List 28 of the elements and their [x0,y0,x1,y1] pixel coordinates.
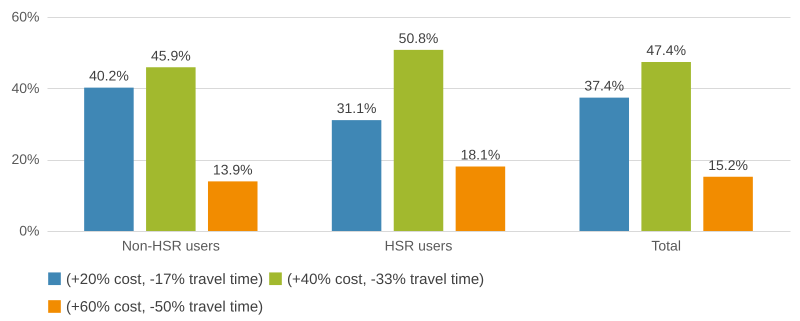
bar [84,88,134,231]
data-label: 50.8% [398,30,438,46]
bar [394,50,444,231]
data-label: 13.9% [212,161,253,178]
x-tick-label: Total [651,238,681,254]
bar [146,67,196,231]
data-label: 45.9% [150,47,191,64]
legend-label: (+60% cost, -50% travel time) [66,298,264,316]
bar [703,176,753,231]
bar [641,62,691,231]
y-tick-label: 0% [19,222,40,238]
y-tick-label: 20% [11,151,40,168]
bar [332,120,382,231]
data-label: 40.2% [89,68,129,84]
y-tick-label: 60% [11,8,40,24]
y-tick-label: 40% [11,80,40,96]
data-label: 47.4% [646,42,686,58]
legend-label: (+20% cost, -17% travel time) [66,270,264,288]
data-label: 37.4% [584,78,624,94]
data-label: 31.1% [336,100,376,116]
bar [579,98,630,231]
bar [208,181,258,231]
data-label: 15.2% [708,156,748,173]
data-label: 18.1% [460,146,500,162]
x-tick-label: Non-HSR users [122,238,220,254]
bar [456,166,506,231]
x-tick-label: HSR users [384,238,452,254]
legend-label: (+40% cost, -33% travel time) [287,270,484,288]
